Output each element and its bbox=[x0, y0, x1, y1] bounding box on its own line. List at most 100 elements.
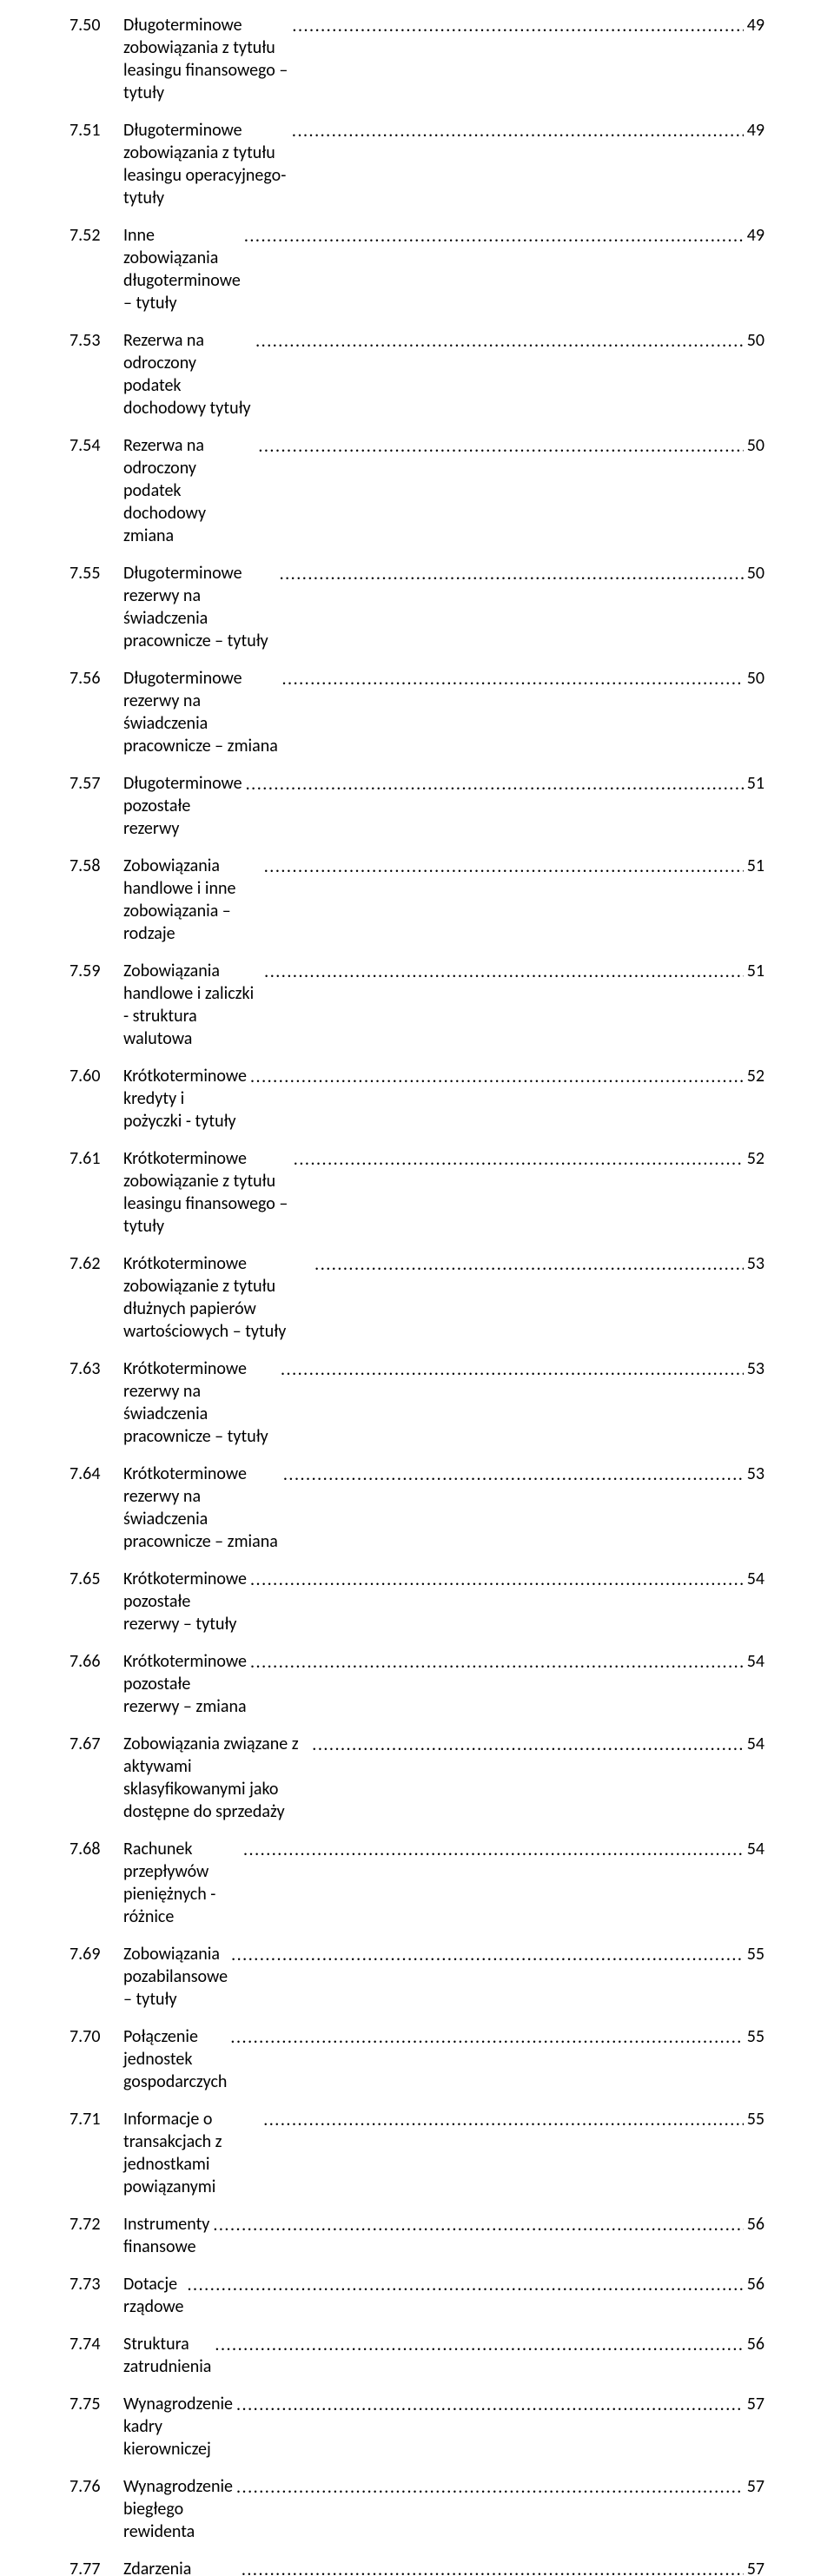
toc-entry[interactable]: 7.62Krótkoterminowe zobowiązanie z tytuł… bbox=[70, 1252, 764, 1343]
toc-entry-number: 7.57 bbox=[70, 772, 123, 795]
toc-entry[interactable]: 7.72Instrumenty finansowe56 bbox=[70, 2213, 764, 2258]
toc-entry[interactable]: 7.74Struktura zatrudnienia56 bbox=[70, 2333, 764, 2378]
toc-entry-title: Długoterminowe zobowiązania z tytułu lea… bbox=[123, 119, 288, 209]
toc-entry-page: 56 bbox=[744, 2213, 764, 2236]
toc-entry-number: 7.65 bbox=[70, 1568, 123, 1590]
toc-entry-page: 54 bbox=[744, 1650, 764, 1673]
toc-entry[interactable]: 7.54Rezerwa na odroczony podatek dochodo… bbox=[70, 434, 764, 547]
toc-entry-title: Dotacje rządowe bbox=[123, 2273, 184, 2318]
toc-entry[interactable]: 7.67Zobowiązania związane z aktywami skl… bbox=[70, 1733, 764, 1823]
toc-entry-page: 49 bbox=[744, 119, 764, 142]
toc-entry-page: 54 bbox=[744, 1838, 764, 1860]
toc-entry-page: 54 bbox=[744, 1568, 764, 1590]
toc-entry-title: Zdarzenia następujące po dniu bilansowym bbox=[123, 2558, 238, 2576]
toc-entry[interactable]: 7.68Rachunek przepływów pieniężnych - ró… bbox=[70, 1838, 764, 1928]
toc-entry[interactable]: 7.52Inne zobowiązania długoterminowe – t… bbox=[70, 224, 764, 314]
toc-leader-dots bbox=[227, 2026, 743, 2049]
toc-entry-page: 50 bbox=[744, 434, 764, 457]
toc-entry-number: 7.72 bbox=[70, 2213, 123, 2236]
toc-entry-title: Długoterminowe rezerwy na świadczenia pr… bbox=[123, 562, 276, 652]
toc-entry-number: 7.61 bbox=[70, 1147, 123, 1170]
toc-entry-page: 53 bbox=[744, 1463, 764, 1485]
toc-entry-title: Rezerwa na odroczony podatek dochodowy t… bbox=[123, 329, 252, 419]
toc-leader-dots bbox=[290, 1148, 744, 1171]
toc-entry[interactable]: 7.60Krótkoterminowe kredyty i pożyczki -… bbox=[70, 1065, 764, 1133]
toc-leader-dots bbox=[184, 2274, 744, 2296]
toc-leader-dots bbox=[228, 1944, 744, 1966]
toc-entry-number: 7.53 bbox=[70, 329, 123, 352]
toc-entry[interactable]: 7.76Wynagrodzenie biegłego rewidenta 57 bbox=[70, 2475, 764, 2543]
toc-entry-page: 57 bbox=[744, 2393, 764, 2415]
toc-entry-title: Długoterminowe zobowiązania z tytułu lea… bbox=[123, 14, 288, 104]
toc-entry-title: Długoterminowe rezerwy na świadczenia pr… bbox=[123, 667, 278, 757]
toc-entry[interactable]: 7.55Długoterminowe rezerwy na świadczeni… bbox=[70, 562, 764, 652]
toc-entry[interactable]: 7.63Krótkoterminowe rezerwy na świadczen… bbox=[70, 1357, 764, 1448]
toc-entry[interactable]: 7.57Długoterminowe pozostałe rezerwy 51 bbox=[70, 772, 764, 840]
toc-entry-number: 7.63 bbox=[70, 1357, 123, 1380]
toc-entry-page: 55 bbox=[744, 1943, 764, 1965]
toc-entry[interactable]: 7.51Długoterminowe zobowiązania z tytułu… bbox=[70, 119, 764, 209]
toc-leader-dots bbox=[209, 2214, 743, 2236]
toc-entry-title: Zobowiązania handlowe i inne zobowiązani… bbox=[123, 855, 261, 945]
toc-entry[interactable]: 7.75Wynagrodzenie kadry kierowniczej57 bbox=[70, 2393, 764, 2460]
toc-entry[interactable]: 7.65Krótkoterminowe pozostałe rezerwy – … bbox=[70, 1568, 764, 1635]
toc-entry-title: Rezerwa na odroczony podatek dochodowy z… bbox=[123, 434, 255, 547]
toc-entry-number: 7.71 bbox=[70, 2108, 123, 2130]
toc-entry[interactable]: 7.53Rezerwa na odroczony podatek dochodo… bbox=[70, 329, 764, 419]
toc-entry-number: 7.52 bbox=[70, 224, 123, 247]
toc-leader-dots bbox=[260, 2109, 744, 2131]
toc-leader-dots bbox=[311, 1253, 744, 1276]
toc-leader-dots bbox=[308, 1734, 743, 1756]
toc-entry-number: 7.64 bbox=[70, 1463, 123, 1485]
toc-entry-page: 50 bbox=[744, 329, 764, 352]
toc-leader-dots bbox=[241, 225, 744, 248]
toc-entry-page: 50 bbox=[744, 562, 764, 585]
toc-entry-page: 57 bbox=[744, 2475, 764, 2498]
toc-entry-title: Rachunek przepływów pieniężnych - różnic… bbox=[123, 1838, 240, 1928]
toc-entry-title: Informacje o transakcjach z jednostkami … bbox=[123, 2108, 260, 2198]
toc-entry-title: Wynagrodzenie biegłego rewidenta bbox=[123, 2475, 233, 2543]
toc-leader-dots bbox=[288, 15, 743, 37]
toc-entry-title: Połączenie jednostek gospodarczych bbox=[123, 2025, 227, 2093]
toc-entry-number: 7.73 bbox=[70, 2273, 123, 2295]
toc-entry[interactable]: 7.59Zobowiązania handlowe i zaliczki - s… bbox=[70, 960, 764, 1050]
toc-entry-page: 50 bbox=[744, 667, 764, 690]
document-page: 7.50Długoterminowe zobowiązania z tytułu… bbox=[0, 0, 834, 2576]
toc-entry-title: Struktura zatrudnienia bbox=[123, 2333, 211, 2378]
toc-leader-dots bbox=[247, 1651, 744, 1674]
toc-entry-page: 55 bbox=[744, 2108, 764, 2130]
toc-entry[interactable]: 7.77Zdarzenia następujące po dniu bilans… bbox=[70, 2558, 764, 2576]
toc-entry-number: 7.70 bbox=[70, 2025, 123, 2048]
toc-entry[interactable]: 7.73Dotacje rządowe 56 bbox=[70, 2273, 764, 2318]
toc-leader-dots bbox=[288, 120, 744, 142]
toc-entry-number: 7.59 bbox=[70, 960, 123, 982]
toc-entry-page: 51 bbox=[744, 960, 764, 982]
toc-entry[interactable]: 7.61Krótkoterminowe zobowiązanie z tytuł… bbox=[70, 1147, 764, 1238]
toc-entry-title: Krótkoterminowe pozostałe rezerwy – zmia… bbox=[123, 1650, 247, 1718]
toc-leader-dots bbox=[280, 1463, 744, 1486]
toc-entry[interactable]: 7.69Zobowiązania pozabilansowe – tytuły5… bbox=[70, 1943, 764, 2011]
toc-entry-number: 7.51 bbox=[70, 119, 123, 142]
toc-leader-dots bbox=[255, 435, 743, 458]
toc-entry[interactable]: 7.58Zobowiązania handlowe i inne zobowią… bbox=[70, 855, 764, 945]
toc-entry-page: 57 bbox=[744, 2558, 764, 2576]
toc-entry-title: Krótkoterminowe zobowiązanie z tytułu le… bbox=[123, 1147, 290, 1238]
toc-entry-title: Zobowiązania pozabilansowe – tytuły bbox=[123, 1943, 228, 2011]
toc-entry-page: 51 bbox=[744, 772, 764, 795]
toc-entry-page: 53 bbox=[744, 1357, 764, 1380]
toc-entry-number: 7.76 bbox=[70, 2475, 123, 2498]
toc-entry[interactable]: 7.56Długoterminowe rezerwy na świadczeni… bbox=[70, 667, 764, 757]
toc-entry-title: Długoterminowe pozostałe rezerwy bbox=[123, 772, 242, 840]
toc-entry-page: 55 bbox=[744, 2025, 764, 2048]
toc-entry[interactable]: 7.70Połączenie jednostek gospodarczych 55 bbox=[70, 2025, 764, 2093]
toc-entry[interactable]: 7.71Informacje o transakcjach z jednostk… bbox=[70, 2108, 764, 2198]
toc-entry[interactable]: 7.64Krótkoterminowe rezerwy na świadczen… bbox=[70, 1463, 764, 1553]
toc-entry-page: 56 bbox=[744, 2273, 764, 2295]
toc-entry-number: 7.77 bbox=[70, 2558, 123, 2576]
toc-entry-number: 7.60 bbox=[70, 1065, 123, 1087]
toc-entry-number: 7.67 bbox=[70, 1733, 123, 1755]
toc-entry-title: Krótkoterminowe zobowiązanie z tytułu dł… bbox=[123, 1252, 311, 1343]
toc-entry[interactable]: 7.66Krótkoterminowe pozostałe rezerwy – … bbox=[70, 1650, 764, 1718]
toc-entry[interactable]: 7.50Długoterminowe zobowiązania z tytułu… bbox=[70, 14, 764, 104]
toc-entry-title: Zobowiązania związane z aktywami sklasyf… bbox=[123, 1733, 308, 1823]
